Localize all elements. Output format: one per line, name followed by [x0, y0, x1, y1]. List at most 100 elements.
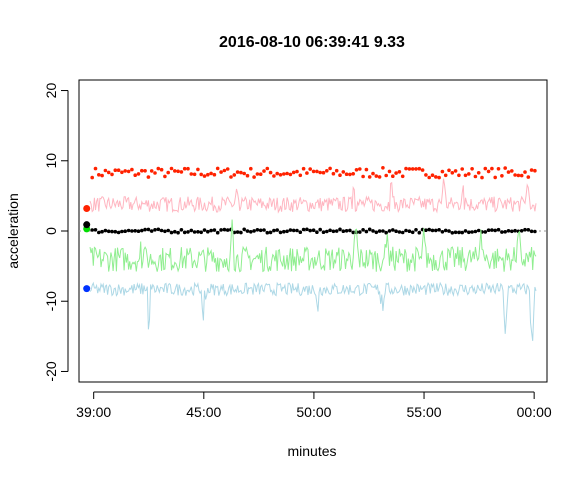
- y-tick-label: -10: [43, 291, 59, 311]
- series-point-2: [301, 227, 306, 232]
- x-tick-label: 55:00: [407, 404, 442, 420]
- series-point-2: [526, 228, 531, 232]
- x-tick-label: 39:00: [76, 404, 111, 420]
- x-tick-label: 50:00: [296, 404, 331, 420]
- series-point-2: [298, 230, 303, 234]
- series-point-0: [400, 174, 405, 179]
- series-point-2: [163, 229, 167, 234]
- series-point-0: [364, 167, 369, 172]
- series-point-0: [291, 170, 296, 175]
- series-point-0: [503, 166, 508, 170]
- series-point-2: [133, 229, 137, 233]
- series-line-1: [89, 178, 537, 214]
- series-point-2: [252, 229, 256, 233]
- series-point-2: [166, 228, 170, 233]
- series-point-0: [493, 175, 498, 180]
- x-axis-label: minutes: [287, 443, 336, 459]
- series-point-0: [255, 172, 260, 176]
- series-point-2: [222, 227, 227, 232]
- series-point-0: [338, 173, 342, 177]
- series-point-2: [381, 229, 385, 233]
- axis-layer: -20 -10 0 10 20 39:00 45:00 50:00 55:00 00:00: [43, 83, 552, 420]
- series-point-0: [239, 170, 243, 175]
- series-point-2: [460, 230, 465, 235]
- series-point-2: [215, 230, 220, 235]
- series-point-0: [483, 166, 488, 171]
- series-point-0: [348, 172, 352, 177]
- series-point-2: [523, 227, 527, 232]
- series-point-0: [176, 169, 180, 174]
- series-point-0: [179, 170, 184, 174]
- series-point-2: [440, 230, 445, 234]
- series-point-0: [344, 172, 349, 176]
- series-point-2: [308, 228, 313, 233]
- series-point-0: [159, 167, 164, 172]
- series-point-2: [437, 228, 441, 232]
- x-tick-label: 45:00: [186, 404, 221, 420]
- series-point-2: [506, 229, 511, 233]
- series-point-2: [486, 228, 491, 232]
- series-point-0: [325, 169, 329, 173]
- series-point-0: [496, 167, 501, 171]
- series-point-2: [235, 230, 240, 234]
- series-point-2: [136, 229, 141, 233]
- series-point-0: [361, 174, 365, 179]
- series-point-0: [103, 168, 108, 173]
- series-point-2: [179, 228, 184, 232]
- series-point-0: [146, 175, 151, 179]
- series-point-0: [189, 172, 194, 176]
- series-point-0: [417, 166, 422, 171]
- series-point-0: [420, 168, 425, 172]
- series-point-0: [265, 166, 270, 171]
- series-point-0: [278, 173, 283, 177]
- series-point-2: [143, 227, 147, 232]
- series-point-2: [106, 229, 111, 234]
- series-point-2: [192, 230, 197, 234]
- series-point-2: [443, 228, 448, 233]
- series-point-2: [434, 228, 438, 233]
- series-point-2: [410, 230, 415, 235]
- series-point-0: [513, 173, 517, 177]
- series-point-2: [483, 230, 488, 234]
- series-point-2: [93, 228, 98, 232]
- series-point-2: [424, 228, 428, 232]
- series-point-0: [506, 170, 511, 174]
- series-point-0: [519, 173, 524, 178]
- series-point-0: [262, 169, 266, 173]
- series-point-2: [493, 228, 498, 233]
- series-point-0: [427, 175, 432, 180]
- series-point-0: [106, 170, 111, 175]
- series-point-0: [397, 170, 402, 174]
- series-point-0: [410, 167, 415, 171]
- series-point-2: [113, 229, 118, 234]
- series-point-0: [232, 173, 237, 177]
- series-point-2: [176, 230, 180, 235]
- series-point-0: [351, 172, 356, 176]
- y-tick-label: 20: [43, 83, 59, 99]
- series-point-0: [295, 169, 299, 174]
- series-point-2: [325, 229, 329, 234]
- series-point-2: [149, 229, 154, 233]
- series-point-0: [110, 172, 114, 177]
- series-point-0: [93, 166, 98, 171]
- series-point-2: [331, 229, 336, 234]
- series-point-2: [186, 230, 190, 234]
- series-point-0: [130, 167, 134, 172]
- series-point-0: [242, 171, 246, 176]
- series-point-2: [404, 228, 408, 233]
- series-point-2: [374, 230, 379, 235]
- series-point-2: [275, 228, 280, 232]
- series-point-2: [463, 229, 468, 233]
- series-point-0: [473, 174, 478, 179]
- series-point-2: [367, 227, 372, 232]
- series-point-2: [169, 230, 174, 235]
- series-point-0: [166, 170, 170, 175]
- series-point-2: [120, 229, 124, 234]
- series-point-2: [315, 230, 319, 234]
- series-point-0: [394, 171, 398, 175]
- series-point-2: [334, 229, 339, 233]
- series-point-2: [130, 229, 134, 233]
- series-point-2: [328, 228, 332, 233]
- series-point-2: [140, 228, 144, 233]
- series-point-2: [427, 227, 432, 232]
